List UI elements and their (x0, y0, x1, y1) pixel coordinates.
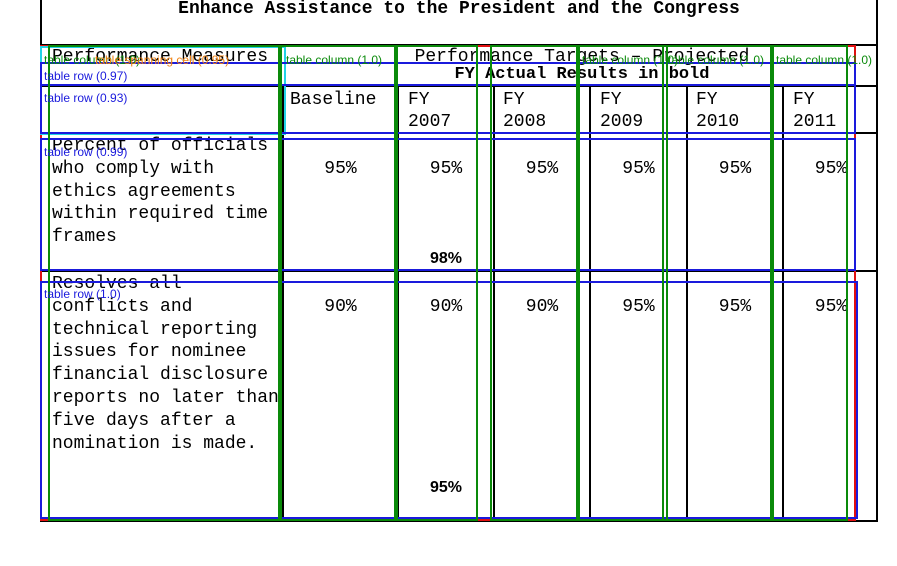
value-fy2008: 95% (525, 159, 559, 179)
col-header-baseline: Baseline (290, 90, 377, 110)
value-baseline: 90% (324, 297, 357, 317)
col-header-fy2011: FY 2011 (793, 90, 837, 132)
overlay-label: table column (1.0) (44, 53, 141, 67)
value-fy2008: 90% (525, 297, 559, 317)
overlay-label: table row (0.93) (44, 91, 128, 105)
value-baseline: 95% (324, 159, 357, 179)
column-divider (493, 86, 495, 520)
document-page: Enhance Assistance to the President and … (40, 0, 878, 522)
header-divider (42, 85, 876, 87)
column-divider (397, 86, 399, 520)
measure-cell: Resolves all conflicts and technical rep… (52, 274, 279, 454)
column-divider (782, 86, 784, 520)
overlay-label: table row (0.97) (44, 69, 128, 83)
value-fy2007: 90% (429, 297, 463, 317)
col-header-fy2008: FY 2008 (503, 90, 547, 132)
page-title: Enhance Assistance to the President and … (42, 0, 876, 46)
value-fy2009: 95% (622, 297, 655, 317)
overlay-label: table row (1.0) (44, 287, 121, 301)
value-fy2011: 95% (814, 159, 848, 179)
actual-results-header: FY Actual Results in bold (454, 65, 710, 84)
row-divider (42, 270, 876, 272)
column-divider (589, 86, 591, 520)
measure-cell: Percent of officials who comply with eth… (52, 136, 269, 248)
overlay-label: table spanning cell (0.95) (95, 53, 230, 67)
overlay-label: table row (0.99) (44, 145, 128, 159)
overlay-label: table column (1.0) (286, 53, 383, 67)
overlay-label: table column (1.0) (582, 53, 679, 67)
actual-result-fy2007: 95% (429, 479, 463, 496)
col-header-fy2010: FY 2010 (696, 90, 740, 132)
col-header-fy2007: FY 2007 (408, 90, 452, 132)
overlay-label: table column (1.0) (668, 53, 765, 67)
column-divider (282, 86, 284, 520)
column-divider (686, 86, 688, 520)
value-fy2011: 95% (814, 297, 848, 317)
measures-header: Performance Measures (52, 47, 269, 67)
value-fy2010: 95% (718, 159, 752, 179)
actual-result-fy2007: 98% (429, 250, 463, 267)
overlay-label: table column (1.0) (776, 53, 873, 67)
col-header-fy2009: FY 2009 (600, 90, 644, 132)
value-fy2007: 95% (429, 159, 463, 179)
value-fy2010: 95% (718, 297, 752, 317)
value-fy2009: 95% (622, 159, 655, 179)
